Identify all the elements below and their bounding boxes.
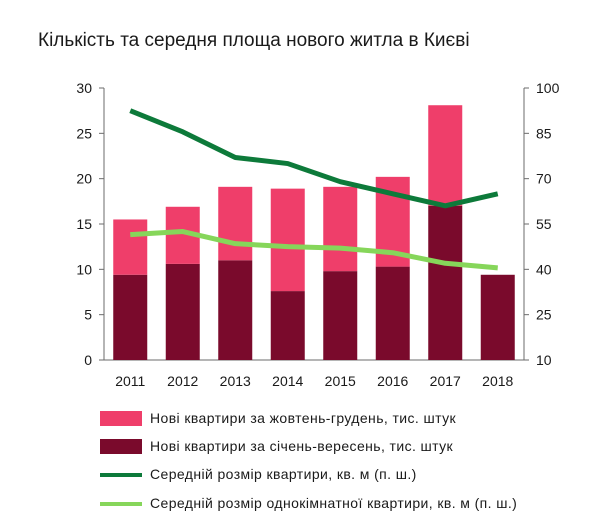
right-tick-label: 10 <box>536 352 552 368</box>
bar-jan-sep <box>270 291 305 360</box>
chart-bars <box>113 105 515 360</box>
chart-title: Кількість та середня площа нового житла … <box>38 30 470 51</box>
right-tick-label: 85 <box>536 125 552 141</box>
right-tick-label: 100 <box>536 80 560 96</box>
left-tick-label: 30 <box>76 80 92 96</box>
legend-bar-swatch <box>100 411 142 426</box>
bar-jan-sep <box>113 274 148 360</box>
right-tick-label: 40 <box>536 261 552 277</box>
legend-label: Нові квартири за січень-вересень, тис. ш… <box>150 438 454 454</box>
legend-label: Середній розмір квартири, кв. м (п. ш.) <box>150 466 417 482</box>
right-tick-label: 55 <box>536 216 552 232</box>
left-tick-label: 20 <box>76 171 92 187</box>
x-tick-label: 2011 <box>115 373 145 389</box>
bar-oct-dec <box>218 186 253 261</box>
right-tick-label: 70 <box>536 171 552 187</box>
x-tick-label: 2013 <box>220 373 251 389</box>
x-tick-label: 2014 <box>272 373 303 389</box>
bar-jan-sep <box>480 274 515 360</box>
legend-label: Нові квартири за жовтень-грудень, тис. ш… <box>150 410 457 426</box>
bar-jan-sep <box>165 263 200 360</box>
bar-oct-dec <box>113 219 148 275</box>
left-tick-label: 5 <box>84 307 92 323</box>
bar-oct-dec <box>270 188 305 292</box>
bar-oct-dec <box>323 186 358 272</box>
x-tick-label: 2017 <box>430 373 461 389</box>
bar-jan-sep <box>323 271 358 360</box>
legend-bar-swatch <box>100 439 142 454</box>
x-tick-label: 2012 <box>167 373 198 389</box>
bar-jan-sep <box>218 260 253 360</box>
bar-jan-sep <box>428 205 463 360</box>
chart-lines <box>129 108 499 271</box>
onebed-apartment-size-line <box>130 229 498 271</box>
avg-apartment-size-line <box>129 108 499 209</box>
legend-line-swatch <box>100 502 142 506</box>
bar-jan-sep <box>375 266 410 360</box>
left-tick-label: 25 <box>76 125 92 141</box>
chart-axes <box>99 87 529 361</box>
combo-chart: 0 5 10 15 20 25 30 10 25 40 55 70 85 100 2011 2012 2013 2… <box>76 80 559 389</box>
chart-ticks: 0 5 10 15 20 25 30 10 25 40 55 70 85 100 2011 2012 2013 2… <box>76 80 559 389</box>
left-tick-label: 10 <box>76 261 92 277</box>
x-tick-label: 2018 <box>482 373 513 389</box>
legend-label: Середній розмір однокімнатної квартири, … <box>150 495 518 511</box>
left-tick-label: 15 <box>76 216 92 232</box>
x-tick-label: 2016 <box>377 373 408 389</box>
legend-line-swatch <box>100 473 142 477</box>
bar-oct-dec <box>428 105 463 206</box>
right-tick-label: 25 <box>536 307 552 323</box>
left-tick-label: 0 <box>84 352 92 368</box>
x-tick-label: 2015 <box>325 373 356 389</box>
